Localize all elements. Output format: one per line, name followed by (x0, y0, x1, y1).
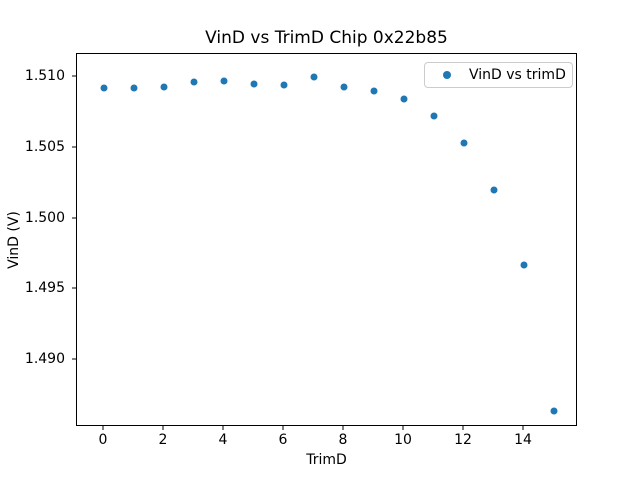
scatter-point (160, 83, 168, 91)
scatter-point (550, 407, 558, 415)
x-tick-mark (162, 426, 164, 430)
y-tick-mark (72, 217, 76, 219)
scatter-point (400, 95, 408, 103)
x-tick-mark (402, 426, 404, 430)
x-tick-label: 12 (454, 432, 472, 448)
y-tick-mark (72, 358, 76, 360)
scatter-point (100, 84, 108, 92)
y-tick-label: 1.510 (24, 67, 65, 84)
scatter-point (460, 139, 468, 147)
y-tick-mark (72, 146, 76, 148)
scatter-point (430, 112, 438, 120)
plot-area: VinD vs trimD (76, 53, 577, 426)
scatter-point (220, 77, 228, 85)
y-tick-label: 1.500 (24, 209, 65, 226)
x-tick-mark (462, 426, 464, 430)
scatter-point (340, 83, 348, 91)
x-tick-label: 10 (394, 432, 412, 448)
scatter-point (190, 78, 198, 86)
x-tick-mark (102, 426, 104, 430)
x-tick-label: 6 (278, 432, 288, 448)
y-tick-mark (72, 75, 76, 77)
scatter-point (490, 186, 498, 194)
legend-marker-icon (443, 71, 451, 79)
y-tick-label: 1.505 (24, 138, 65, 155)
legend: VinD vs trimD (424, 62, 573, 88)
scatter-point (310, 73, 318, 81)
x-axis-label: TrimD (306, 452, 347, 468)
legend-label: VinD vs trimD (469, 67, 566, 83)
scatter-point (520, 261, 528, 269)
x-tick-mark (522, 426, 524, 430)
y-tick-label: 1.495 (24, 280, 65, 297)
scatter-point (370, 87, 378, 95)
scatter-point (280, 81, 288, 89)
y-axis-label: VinD (V) (6, 211, 22, 269)
scatter-point (130, 84, 138, 92)
x-tick-label: 8 (338, 432, 348, 448)
x-tick-label: 4 (218, 432, 228, 448)
x-tick-mark (282, 426, 284, 430)
x-tick-label: 2 (158, 432, 168, 448)
scatter-point (250, 80, 258, 88)
y-tick-label: 1.490 (24, 351, 65, 368)
x-tick-label: 14 (514, 432, 532, 448)
y-tick-mark (72, 287, 76, 289)
x-tick-mark (342, 426, 344, 430)
x-tick-mark (222, 426, 224, 430)
x-tick-label: 0 (98, 432, 108, 448)
chart-title: VinD vs TrimD Chip 0x22b85 (205, 28, 448, 48)
